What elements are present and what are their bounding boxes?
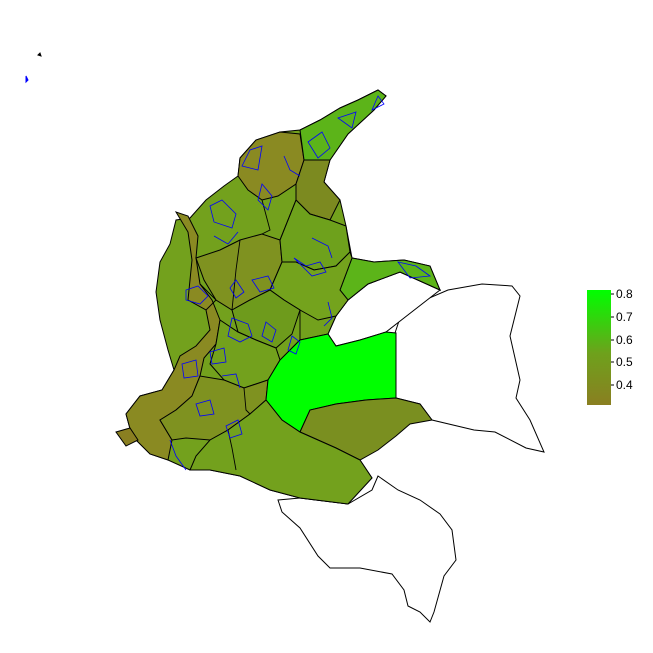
region-caqueta	[189, 399, 373, 505]
region-pacific-coast	[125, 211, 221, 461]
legend-ticks: 0.8 0.7 0.6 0.5 0.4	[611, 287, 633, 392]
island-san-andres	[37, 52, 42, 57]
legend-tick-label: 0.6	[616, 333, 633, 347]
region-guajira	[299, 89, 387, 161]
region-southwest-tip	[115, 427, 139, 447]
region-south-uncolored	[277, 475, 457, 623]
legend-tick-label: 0.8	[616, 287, 633, 301]
legend-colorbar	[587, 290, 611, 405]
legend-tick-label: 0.5	[616, 355, 633, 369]
island-providencia	[25, 75, 29, 84]
region-east-uncolored	[394, 283, 545, 453]
rivers	[169, 95, 432, 471]
legend-tick-label: 0.4	[616, 378, 633, 392]
legend-tick-label: 0.7	[616, 310, 633, 324]
